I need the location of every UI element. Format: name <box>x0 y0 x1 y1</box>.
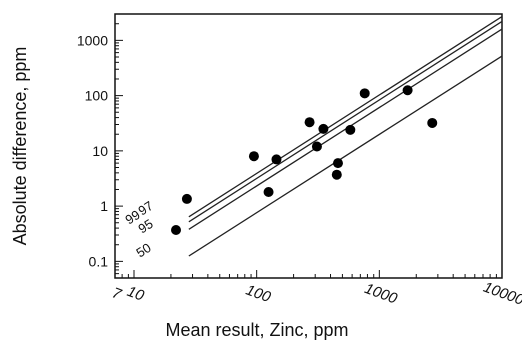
y-tick-label: 1 <box>100 198 108 214</box>
reference-line-label-50: 50 <box>133 240 153 260</box>
reference-line-label-99: 99 <box>122 207 142 227</box>
y-axis-label: Absolute difference, ppm <box>10 47 30 246</box>
data-point <box>318 123 329 134</box>
reference-line-99 <box>188 20 503 223</box>
x-axis-label: Mean result, Zinc, ppm <box>165 320 348 340</box>
data-point <box>304 117 315 128</box>
x-tick-label: 10 <box>125 283 147 305</box>
data-points <box>171 85 438 235</box>
x-tick-label: 10000 <box>481 279 522 309</box>
y-tick-label: 100 <box>85 88 109 104</box>
data-point <box>332 158 343 169</box>
reference-line-50 <box>188 55 503 257</box>
data-point <box>345 124 356 135</box>
y-axis: 0.1 1 10 100 1000 <box>77 13 123 279</box>
data-point <box>402 85 413 96</box>
data-point <box>248 151 259 162</box>
data-point <box>263 187 274 198</box>
data-point <box>271 154 282 165</box>
reference-line-label-97: 97 <box>135 198 155 218</box>
x-tick-label: 100 <box>244 282 274 307</box>
data-point <box>311 141 322 152</box>
data-point <box>359 88 370 99</box>
data-point <box>181 193 192 204</box>
x-tick-label: 1000 <box>362 280 400 308</box>
y-tick-label: 0.1 <box>89 253 109 269</box>
x-axis: 7 10 100 1000 10000 <box>110 270 522 309</box>
y-tick-label: 10 <box>92 143 108 159</box>
y-tick-label: 1000 <box>77 32 108 48</box>
reference-line-label-95: 95 <box>135 216 155 236</box>
x-tick-label: 7 <box>110 284 124 303</box>
reference-line-97 <box>188 15 503 218</box>
data-point <box>331 169 342 180</box>
data-point <box>171 224 182 235</box>
plot-frame <box>114 13 503 279</box>
data-point <box>427 117 438 128</box>
